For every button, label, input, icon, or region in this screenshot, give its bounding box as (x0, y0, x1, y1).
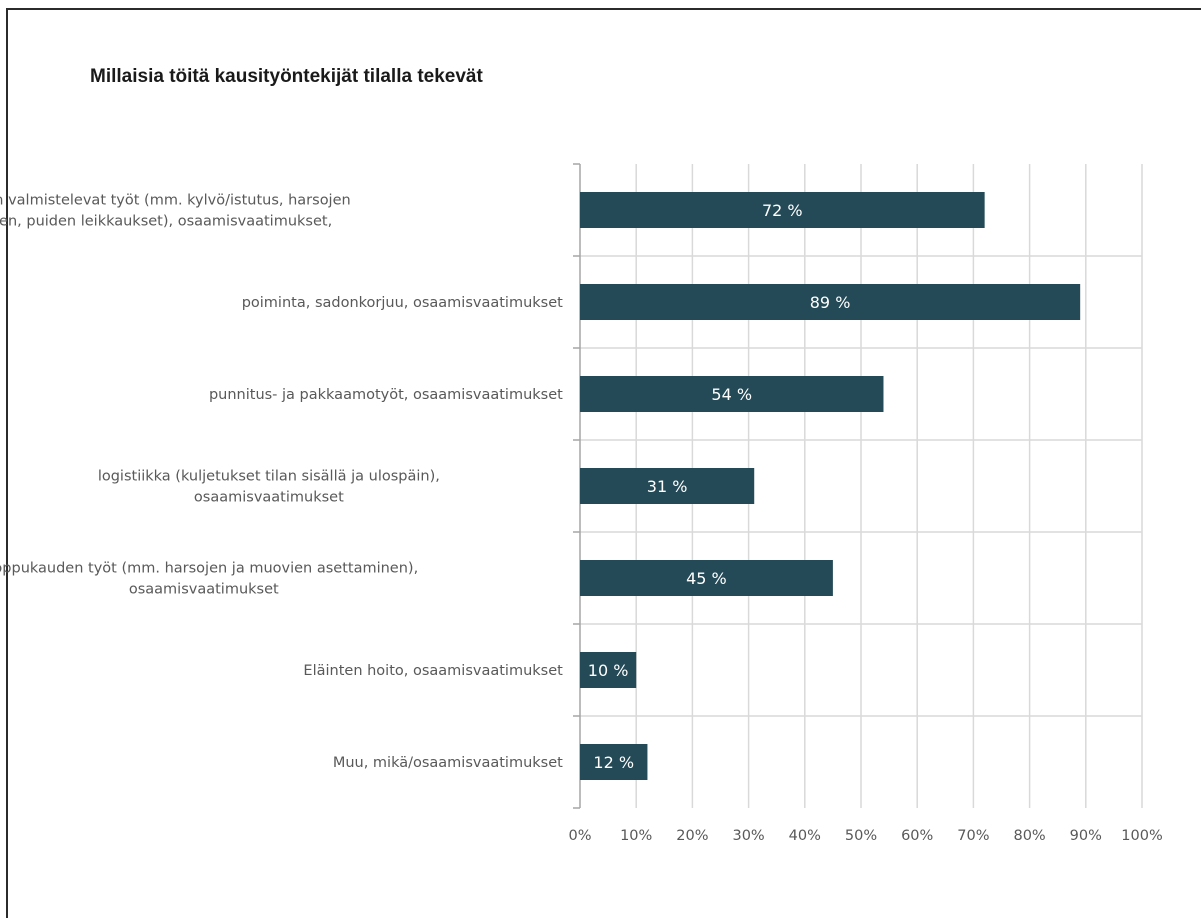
x-tick-label: 0% (568, 828, 591, 844)
x-tick-label: 100% (1121, 828, 1162, 844)
x-tick-label: 10% (620, 828, 652, 844)
bar (580, 284, 1081, 320)
chart-title: Millaisia töitä kausityöntekijät tilalla… (90, 66, 483, 87)
bar (580, 376, 884, 412)
chart-frame (6, 8, 1201, 918)
data-label: 10 % (588, 661, 629, 680)
category-label: logistiikka (kuljetukset tilan sisällä j… (98, 469, 440, 506)
x-tick-label: 60% (901, 828, 933, 844)
bar (580, 652, 637, 688)
x-tick-label: 90% (1070, 828, 1102, 844)
bar (580, 744, 648, 780)
category-label: kasvukauden valmistelevat työt (mm. kylv… (0, 193, 351, 230)
category-label: punnitus- ja pakkaamotyöt, osaamisvaatim… (209, 387, 563, 403)
grid (580, 164, 1143, 808)
x-tick-label: 30% (732, 828, 764, 844)
data-label: 54 % (711, 385, 752, 404)
x-tick-label: 40% (789, 828, 821, 844)
x-tick-label: 80% (1013, 828, 1045, 844)
category-label: poiminta, sadonkorjuu, osaamisvaatimukse… (242, 295, 563, 311)
data-label: 31 % (647, 477, 688, 496)
category-label: Eläinten hoito, osaamisvaatimukset (303, 663, 563, 679)
bar (580, 468, 755, 504)
category-label: Muu, mikä/osaamisvaatimukset (333, 755, 563, 771)
category-label: loppukauden työt (mm. harsojen ja muovie… (0, 561, 418, 598)
data-label: 45 % (686, 569, 727, 588)
data-label: 89 % (810, 293, 851, 312)
data-label: 12 % (593, 753, 634, 772)
bar (580, 192, 985, 228)
data-label: 72 % (762, 201, 803, 220)
labels: 0% 10% 20% 30% 40% 50% 60% 70% 80% 90% 100% 72 % kas… (0, 193, 1163, 845)
axes (573, 163, 581, 809)
bars (580, 192, 1081, 780)
x-tick-label: 70% (957, 828, 989, 844)
x-tick-label: 20% (676, 828, 708, 844)
x-tick-label: 50% (845, 828, 877, 844)
bar (580, 560, 833, 596)
